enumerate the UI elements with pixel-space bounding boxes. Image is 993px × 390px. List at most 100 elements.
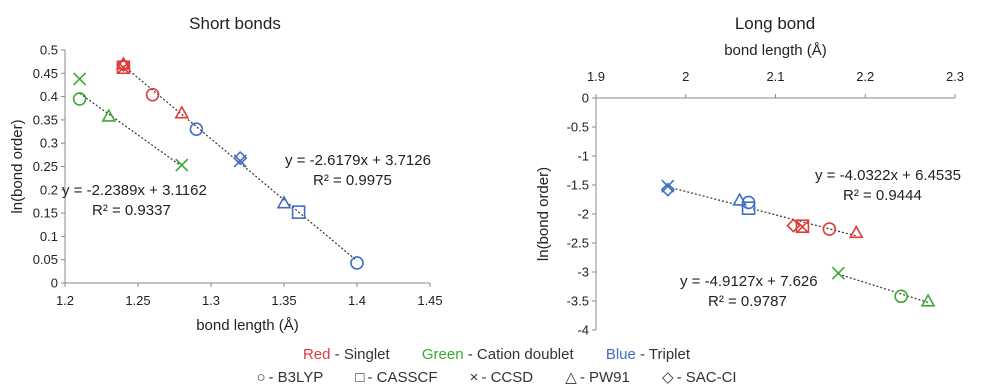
y-tick-label: -2: [577, 207, 589, 222]
data-point-triangle: [174, 105, 190, 119]
y-tick-label: 0: [582, 91, 589, 106]
y-tick-label: -3.5: [567, 294, 589, 309]
data-point-diamond: [786, 218, 801, 233]
chart-title: Long bond: [735, 14, 815, 33]
x-tick-label: 1.4: [348, 293, 366, 308]
data-point-square: [795, 219, 810, 233]
y-tick-label: -3: [577, 265, 589, 280]
trendline-equation: y = -2.2389x + 3.1162: [62, 182, 207, 199]
y-tick-label: 0.45: [33, 66, 58, 81]
data-point-cross: [661, 179, 675, 193]
legend-method-label: - PW91: [579, 369, 630, 386]
y-tick-label: 0.15: [33, 206, 58, 221]
y-tick-label: 0.3: [40, 136, 58, 151]
diamond-icon: ◇: [662, 369, 674, 386]
circle-icon: ○: [256, 369, 266, 386]
y-tick-label: 0: [51, 276, 58, 291]
y-tick-label: -0.5: [567, 120, 589, 135]
y-tick-label: 0.1: [40, 229, 58, 244]
legend-method-pw91: △ - PW91: [565, 369, 630, 386]
data-point-diamond: [660, 182, 675, 197]
legend-state-label: - Triplet: [635, 346, 691, 363]
x-tick-label: 1.2: [56, 293, 74, 308]
data-point-cross: [175, 158, 189, 172]
legend-state-cation-doublet: Green - Cation doublet: [422, 346, 574, 363]
square-icon: □: [355, 369, 365, 386]
y-tick-label: -4: [577, 323, 589, 338]
y-tick-label: 0.2: [40, 182, 58, 197]
x-tick-label: 1.45: [417, 293, 442, 308]
x-tick-label: 1.35: [271, 293, 296, 308]
data-point-square: [291, 205, 306, 219]
y-axis-label: ln(bond order): [9, 119, 26, 213]
data-point-cross: [795, 220, 809, 234]
legend-method-ccsd: × - CCSD: [470, 369, 533, 386]
x-tick-label: 2.2: [856, 69, 874, 84]
legend-method-b3lyp: ○ - B3LYP: [256, 369, 323, 386]
data-point-square: [116, 60, 131, 75]
legend-method-label: - CCSD: [481, 369, 534, 386]
x-axis-label: bond length (Å): [196, 317, 299, 334]
x-tick-label: 1.25: [125, 293, 150, 308]
y-tick-label: -1: [577, 149, 589, 164]
legend-color-word: Red: [302, 346, 331, 363]
trendline: [79, 92, 183, 167]
chart-long-bond: Long bond 0 -0.5 -1 -1.5 -2 -2.5 -3 -3.5 -4 1.9 2 2.…: [535, 14, 964, 338]
y-tick-label: 0.35: [33, 112, 58, 127]
y-axis-label: ln(bond order): [535, 167, 552, 261]
legend-state-singlet: Red - Singlet: [303, 346, 390, 363]
trendline-equation: y = -4.0322x + 6.4535: [815, 167, 961, 184]
legend-color-word: Green: [421, 346, 464, 363]
x-tick-label: 2.1: [766, 69, 784, 84]
legend-state-label: - Cation doublet: [463, 346, 574, 363]
y-tick-label: 0.05: [33, 252, 58, 267]
x-tick-label: 1.9: [587, 69, 605, 84]
charts-canvas: Short bonds 0 0.05 0.1 0.15 0.2 0.25 0.3 0.35 0.4…: [9, 14, 964, 338]
y-tick-label: -2.5: [567, 236, 589, 251]
data-point-triangle: [101, 108, 117, 122]
trendline: [838, 273, 929, 304]
legend-color-word: Blue: [605, 346, 636, 363]
data-point-cross: [116, 61, 130, 75]
data-point-cross: [831, 266, 845, 280]
legend-methods: ○ - B3LYP □ - CASSCF × - CCSD △ - PW91 ◇ - SA…: [0, 368, 993, 386]
data-point-circle: [189, 122, 204, 137]
data-point-circle: [145, 87, 160, 102]
data-point-cross: [73, 72, 87, 86]
trendline-equation: y = -2.6179x + 3.7126: [285, 152, 431, 169]
y-tick-label: -1.5: [567, 178, 589, 193]
x-tick-label: 2.3: [946, 69, 964, 84]
data-point-circle: [350, 256, 364, 270]
data-point-square: [741, 201, 756, 215]
trendline-r2: R² = 0.9444: [843, 187, 922, 204]
data-point-circle: [72, 92, 87, 106]
data-point-triangle: [920, 293, 936, 307]
legend-states: Red - Singlet Green - Cation doublet Blu…: [0, 346, 993, 363]
data-point-diamond: [233, 150, 248, 166]
y-tick-label: 0.25: [33, 159, 58, 174]
triangle-icon: △: [565, 369, 577, 386]
trendline: [667, 186, 857, 237]
trendline-r2: R² = 0.9975: [313, 172, 392, 189]
data-point-circle: [822, 222, 837, 236]
legend-method-label: - SAC-CI: [676, 369, 737, 386]
data-point-triangle: [848, 224, 864, 239]
legend-method-casscf: □ - CASSCF: [355, 369, 437, 386]
x-tick-label: 2: [682, 69, 689, 84]
y-tick-label: 0.5: [40, 43, 58, 58]
trendline-r2: R² = 0.9787: [708, 293, 787, 310]
legend-state-triplet: Blue - Triplet: [606, 346, 690, 363]
legend-method-label: - B3LYP: [268, 369, 324, 386]
data-point-circle: [894, 289, 908, 304]
cross-icon: ×: [469, 369, 479, 386]
legend-state-label: - Singlet: [330, 346, 390, 363]
trendline-equation: y = -4.9127x + 7.626: [680, 273, 818, 290]
legend-method-sac-ci: ◇ - SAC-CI: [662, 369, 737, 386]
chart-title: Short bonds: [189, 14, 281, 33]
data-point-cross: [233, 154, 247, 168]
x-axis-label: bond length (Å): [724, 42, 827, 59]
y-tick-label: 0.4: [40, 89, 58, 104]
data-point-triangle: [276, 195, 292, 209]
legend-method-label: - CASSCF: [367, 369, 438, 386]
